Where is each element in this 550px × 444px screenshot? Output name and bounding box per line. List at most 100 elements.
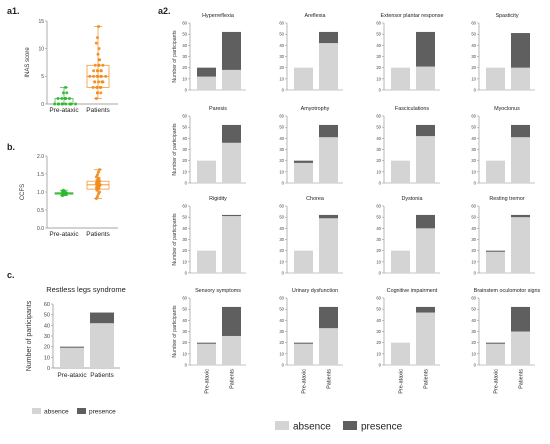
a2-bar-presence — [319, 124, 338, 138]
a2-panel-12: Sensory symptoms 0 10 20 30 40 50 60 Number of p… — [172, 288, 246, 394]
legend-swatch-presence — [343, 421, 357, 430]
a2-y-tick-label: 0 — [474, 181, 477, 186]
a2-y-tick-label: 40 — [279, 43, 284, 48]
x-label: Patients — [86, 231, 110, 238]
a2-y-tick-label: 30 — [376, 329, 381, 334]
a2-y-tick-label: 0 — [185, 88, 188, 93]
a2-bar-absence — [391, 250, 410, 273]
a2-y-tick-label: 60 — [376, 296, 381, 301]
a2-y-title: Number of participants — [172, 30, 178, 83]
a2-bar-presence — [319, 214, 338, 219]
data-point — [88, 74, 92, 78]
a2-y-tick-label: 0 — [185, 271, 188, 276]
a2-panel-title: Dystonia — [402, 196, 423, 202]
a2-bar-absence — [222, 216, 241, 273]
a2-bar-absence — [511, 217, 530, 273]
a2-bar-presence — [416, 124, 435, 137]
a2-y-tick-label: 10 — [182, 259, 187, 264]
a2-panel-6: Fasciculations 0 10 20 30 40 50 60 — [376, 106, 440, 186]
a2-y-tick-label: 0 — [379, 363, 382, 368]
data-point — [91, 85, 95, 89]
a2-y-tick-label: 10 — [279, 259, 284, 264]
a2-bar-absence — [416, 66, 435, 90]
a2-panel-title: Paresis — [209, 106, 227, 112]
a2-y-tick-label: 10 — [471, 351, 476, 356]
a2-x-label: Pre-ataxic — [302, 369, 308, 394]
y-tick-label: 0.0 — [37, 226, 44, 232]
y-tick-label: 0 — [47, 366, 50, 372]
a2-panel-title: Fasciculations — [395, 106, 429, 112]
a2-y-tick-label: 50 — [279, 215, 284, 220]
a2-y-tick-label: 40 — [471, 136, 476, 141]
a2-y-tick-label: 60 — [182, 204, 187, 209]
a2-bar-absence — [222, 142, 241, 183]
a2-y-tick-label: 40 — [376, 226, 381, 231]
a2-y-tick-label: 20 — [279, 158, 284, 163]
data-point — [95, 36, 99, 40]
a2-panel-3: Spasticity 0 10 20 30 40 50 60 — [471, 13, 535, 93]
a2-bar-presence — [486, 342, 505, 344]
legend-c-label-presence: presence — [89, 409, 116, 416]
a2-bar-absence — [511, 67, 530, 90]
legend-c: absence presence — [32, 408, 116, 416]
a2-panel-title: Areflexia — [305, 13, 326, 19]
a2-bar-absence — [319, 328, 338, 365]
a2-bar-absence — [222, 335, 241, 365]
data-point — [95, 85, 99, 89]
a2-y-tick-label: 60 — [279, 204, 284, 209]
bar-absence — [60, 347, 84, 368]
a2-y-tick-label: 40 — [182, 136, 187, 141]
a2-y-tick-label: 10 — [376, 351, 381, 356]
a2-y-tick-label: 10 — [376, 76, 381, 81]
a2-y-tick-label: 20 — [182, 248, 187, 253]
a2-panel-title: Urinary dysfunction — [292, 288, 338, 294]
a2-y-tick-label: 50 — [376, 125, 381, 130]
a2-panel-title: Myoclonus — [494, 106, 520, 112]
a2-y-tick-label: 20 — [471, 248, 476, 253]
data-point — [95, 74, 99, 78]
a2-y-tick-label: 60 — [182, 114, 187, 119]
data-point — [56, 96, 60, 100]
y-tick-label: 1.0 — [37, 190, 44, 196]
a2-y-tick-label: 20 — [376, 65, 381, 70]
data-point — [97, 25, 101, 29]
a2-y-tick-label: 30 — [182, 329, 187, 334]
a2-y-tick-label: 50 — [376, 215, 381, 220]
a2-y-tick-label: 40 — [471, 226, 476, 231]
a2-panel-2: Extensor plantar response 0 10 20 30 40 50 60 — [376, 13, 443, 93]
a2-y-tick-label: 10 — [182, 76, 187, 81]
a2-bar-absence — [222, 69, 241, 90]
legend-swatch-absence — [275, 421, 289, 430]
data-point — [92, 74, 96, 78]
legend-c-swatch-presence — [77, 408, 86, 414]
a2-panel-13: Urinary dysfunction 0 10 20 30 40 50 60 Pre-atax… — [279, 288, 343, 394]
a2-bar-presence — [197, 342, 216, 344]
a2-panel-9: Chorea 0 10 20 30 40 50 60 — [279, 196, 343, 276]
legend-label-presence: presence — [361, 422, 403, 433]
chart-b-ccfs: 0.0 0.5 1.0 1.5 2.0 CCFS Pre-ataxic Patients — [20, 154, 118, 238]
a2-panel-0: Hyperreflexia 0 10 20 30 40 50 60 Number of part… — [172, 13, 246, 93]
a2-bar-absence — [486, 67, 505, 90]
x-label: Patients — [86, 107, 110, 114]
a2-y-tick-label: 40 — [376, 136, 381, 141]
a2-y-tick-label: 20 — [279, 65, 284, 70]
data-point — [97, 58, 101, 62]
chart-c-title: Restless legs syndrome — [46, 285, 126, 294]
a2-y-tick-label: 60 — [376, 114, 381, 119]
data-point — [93, 80, 97, 84]
a2-y-tick-label: 50 — [182, 215, 187, 220]
a2-y-tick-label: 10 — [182, 169, 187, 174]
a2-y-tick-label: 30 — [376, 54, 381, 59]
a2-bar-absence — [416, 228, 435, 273]
a2-panel-title: Resting tremor — [489, 196, 525, 202]
legend-a2: absence presence — [275, 421, 403, 433]
a2-bar-presence — [416, 31, 435, 67]
y-tick-label: 15 — [38, 19, 44, 25]
a2-y-tick-label: 10 — [279, 169, 284, 174]
a2-bar-presence — [222, 31, 241, 70]
a2-y-tick-label: 60 — [182, 296, 187, 301]
a2-y-tick-label: 30 — [376, 237, 381, 242]
a2-x-label: Patients — [230, 369, 236, 389]
a2-x-label: Patients — [424, 369, 430, 389]
a2-bar-presence — [197, 67, 216, 77]
